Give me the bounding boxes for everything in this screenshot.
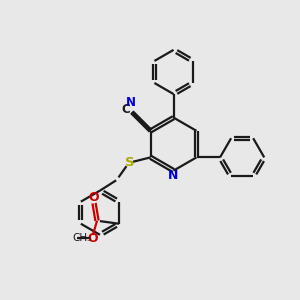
Text: O: O xyxy=(89,191,99,204)
Text: N: N xyxy=(125,96,135,109)
Text: S: S xyxy=(124,156,134,169)
Text: CH₃: CH₃ xyxy=(73,233,92,244)
Text: C: C xyxy=(121,103,130,116)
Text: N: N xyxy=(168,169,179,182)
Text: O: O xyxy=(87,232,98,245)
